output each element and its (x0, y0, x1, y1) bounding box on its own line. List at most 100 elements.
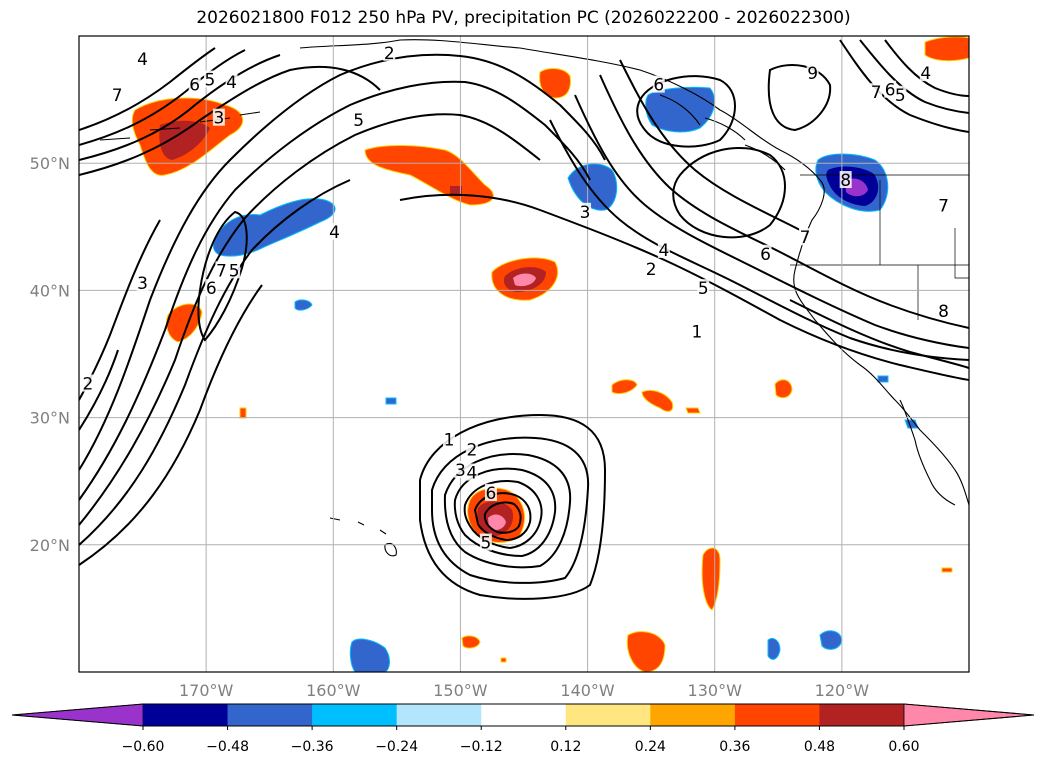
border-states (790, 180, 969, 320)
pv-label-21: 9 (807, 64, 818, 84)
colorbar-segment-1 (143, 704, 229, 726)
lon-label-3: 140°W (560, 681, 615, 700)
pv-contour-west-lobe (197, 210, 248, 342)
pv-label-28: 7 (938, 196, 949, 216)
precip-neg-south1 (349, 638, 390, 672)
colorbar: −0.60 −0.48 −0.36 −0.24 −0.12 0.12 0.24 0.36 0.4… (11, 703, 1035, 755)
map-frame-background (79, 36, 969, 672)
pv-label-6: 5 (353, 111, 364, 131)
pv-label-bg-14 (759, 244, 772, 262)
pv-contour-cyclone-2 (431, 436, 590, 584)
pv-label-12: 2 (646, 260, 657, 280)
pv-label-bg-29 (937, 302, 950, 320)
pv-label-27: 7 (800, 228, 811, 248)
precip-neg-small4 (877, 375, 889, 383)
precip-blob-cyclone-peak (488, 514, 506, 530)
pv-contour-aleutian-d (79, 47, 216, 131)
pv-label-5: 2 (384, 44, 395, 64)
colorbar-label-9: 0.60 (888, 739, 919, 755)
pv-label-bg-13 (697, 279, 710, 297)
colorbar-segment-2 (227, 704, 313, 726)
pv-contour-cyclone-1 (419, 413, 607, 600)
pv-contour-aleutian-b (79, 54, 281, 161)
pv-contour-ne-1 (767, 64, 832, 132)
colorbar-segment-5 (481, 704, 567, 726)
pv-contour-bc-loop (636, 75, 736, 148)
pv-contour-west-1 (79, 53, 606, 471)
pv-label-bg-35 (479, 533, 492, 551)
pv-contour-jet-2 (549, 119, 969, 361)
pv-label-7: 6 (653, 76, 664, 96)
pv-label-bg-32 (454, 461, 467, 479)
pv-label-33: 4 (466, 464, 477, 484)
longitude-labels: 170°W 160°W 150°W 140°W 130°W 120°W (179, 681, 869, 700)
pv-label-bg-24 (894, 85, 907, 103)
colorbar-segment-3 (312, 704, 398, 726)
colorbar-label-5: 0.12 (550, 739, 581, 755)
precip-blob-central-peak (513, 273, 536, 287)
coast-alaska (299, 39, 969, 506)
pv-label-bg-1 (188, 75, 201, 93)
pv-contour-jet-5 (619, 59, 801, 231)
pv-label-bg-5 (383, 43, 396, 61)
precip-blob-north (539, 68, 571, 99)
pv-label-bg-8 (136, 50, 149, 68)
pv-label-bg-16 (215, 261, 228, 279)
pv-label-bg-28 (937, 196, 950, 214)
pv-label-bg-22 (870, 83, 883, 101)
pv-label-10: 3 (580, 203, 591, 223)
pv-label-bg-33 (465, 463, 478, 481)
precip-blob-west (165, 303, 203, 343)
pv-label-0: 7 (112, 86, 123, 106)
colorbar-extend-high (903, 703, 1035, 727)
lon-label-1: 160°W (306, 681, 361, 700)
precip-neg-small1 (294, 299, 313, 311)
precip-blob-small1 (239, 407, 247, 419)
pv-contour-west-2 (79, 80, 591, 501)
pv-label-bg-4 (212, 108, 225, 126)
precip-blob-south3 (461, 635, 481, 649)
precip-blob-sub3 (685, 407, 701, 414)
pv-label-30: 1 (444, 430, 455, 450)
pv-contour-west-5 (79, 284, 263, 566)
lon-label-0: 170°W (179, 681, 234, 700)
pv-label-34: 6 (486, 484, 497, 504)
pv-label-bg-19 (136, 274, 149, 292)
pv-label-bg-7 (652, 75, 665, 93)
pv-label-20: 2 (82, 375, 93, 395)
colorbar-label-1: −0.48 (206, 739, 249, 755)
pv-contour-cyclone-7 (483, 501, 522, 534)
pv-label-bg-31 (465, 440, 478, 458)
pv-label-3: 4 (226, 73, 237, 93)
pv-contour-jet-3 (574, 94, 969, 349)
pv-label-bg-25 (919, 64, 932, 82)
pv-label-29: 8 (938, 302, 949, 322)
pv-label-13: 5 (698, 279, 709, 299)
pv-label-bg-21 (806, 64, 819, 82)
pv-label-bg-15 (690, 322, 703, 340)
pv-label-bg-12 (645, 260, 658, 278)
pv-label-bg-3 (225, 73, 238, 91)
lat-label-0: 50°N (30, 154, 70, 173)
pv-label-23: 6 (885, 81, 896, 101)
pv-label-bg-30 (442, 430, 455, 448)
pv-label-bg-27 (798, 228, 811, 246)
pv-label-bg-6 (352, 111, 365, 129)
precip-blob-sub1 (611, 379, 638, 395)
pv-label-bg-23 (884, 80, 897, 98)
pv-label-32: 3 (455, 461, 466, 481)
lat-label-1: 40°N (30, 281, 70, 300)
pv-contour-cyclone-4 (453, 467, 557, 558)
map-title: 2026021800 F012 250 hPa PV, precipitatio… (196, 8, 851, 28)
pv-label-24: 5 (895, 86, 906, 106)
pv-label-25: 4 (920, 64, 931, 84)
pv-contour-west-4 (79, 179, 351, 546)
graticule (79, 36, 969, 672)
lat-label-3: 20°N (30, 536, 70, 555)
pv-label-bg-26 (839, 171, 852, 189)
pv-label-18: 5 (229, 261, 240, 281)
pv-contour-jet-4 (599, 74, 969, 329)
pv-contour-jet-6 (789, 299, 969, 369)
colorbar-label-6: 0.24 (635, 739, 666, 755)
